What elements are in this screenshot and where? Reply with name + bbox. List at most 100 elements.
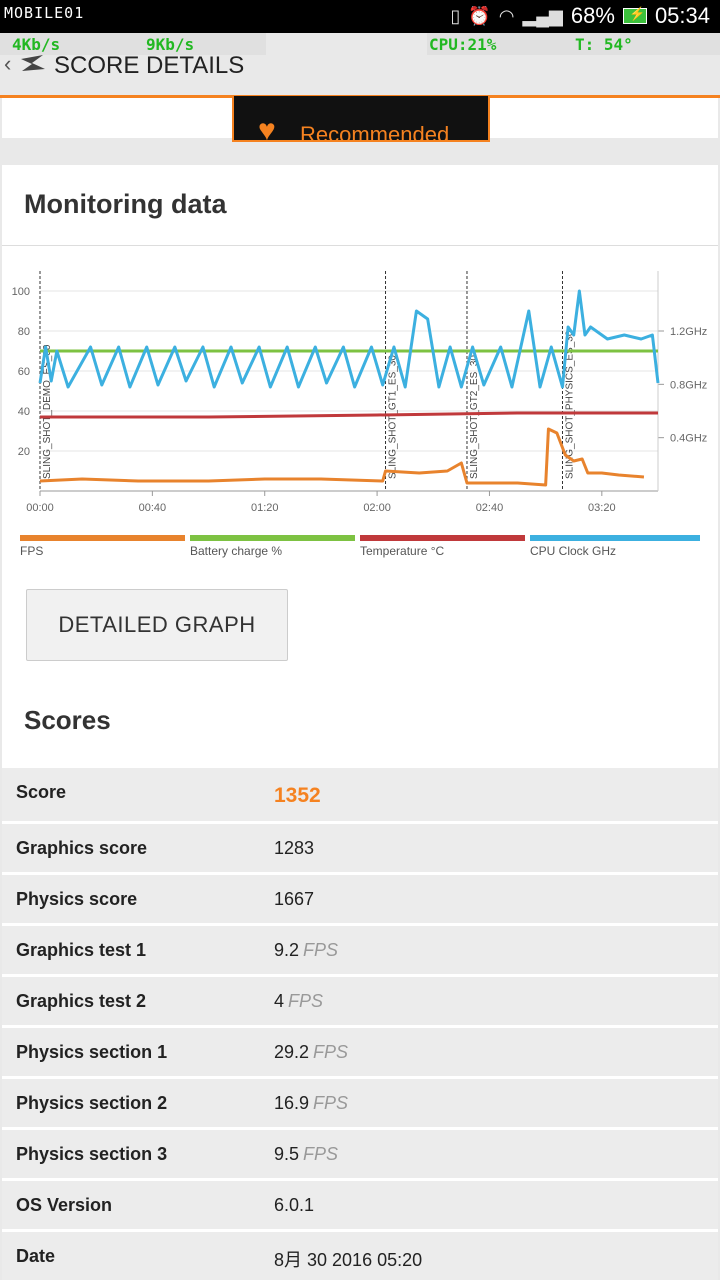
score-row: Graphics score 1283 xyxy=(2,821,718,872)
score-unit: FPS xyxy=(313,1042,349,1062)
section-label: SLING_SHOT_GT1_ES_30 xyxy=(388,355,399,479)
score-row: Graphics test 1 9.2 FPS xyxy=(2,923,718,974)
x-tick-label: 00:00 xyxy=(26,502,54,514)
score-row: Physics score 1667 xyxy=(2,872,718,923)
score-label: Graphics test 2 xyxy=(16,991,147,1011)
recommended-button[interactable]: ♥ Recommended xyxy=(232,96,490,142)
score-value-wrap: 16.9 FPS xyxy=(274,1093,348,1114)
score-value: 1283 xyxy=(274,838,315,858)
score-label: Graphics score xyxy=(16,838,148,858)
score-value: 6.0.1 xyxy=(274,1195,315,1215)
legend-item-fps: FPS xyxy=(20,535,185,558)
recommended-label: Recommended xyxy=(300,122,450,142)
legend-item-battery: Battery charge % xyxy=(190,535,355,558)
score-value: 1352 xyxy=(274,784,321,807)
score-row-total: Score 1352 xyxy=(2,765,718,821)
y-right-tick-label: 1.2GHz xyxy=(670,326,707,338)
net-down: 4Kb/s xyxy=(12,35,61,54)
section-label: SLING_SHOT_DEMO_ES_30 xyxy=(42,344,53,479)
score-value-wrap: 9.5 FPS xyxy=(274,1144,338,1165)
wifi-icon: ◠ xyxy=(498,5,515,26)
legend-item-cpu-clock: CPU Clock GHz xyxy=(530,535,700,558)
score-label: Score xyxy=(16,782,67,802)
app-logo-icon[interactable] xyxy=(18,49,48,77)
score-row: Physics section 2 16.9 FPS xyxy=(2,1076,718,1127)
legend-swatch xyxy=(20,535,185,541)
x-tick-label: 02:00 xyxy=(363,502,391,514)
app-bar: ‹ SCORE DETAILS xyxy=(0,33,720,96)
score-value-wrap: 29.2 FPS xyxy=(274,1042,348,1063)
score-unit: FPS xyxy=(303,940,339,960)
score-value: 1667 xyxy=(274,889,315,909)
score-row: Physics section 1 29.2 FPS xyxy=(2,1025,718,1076)
x-tick-label: 00:40 xyxy=(139,502,167,514)
score-value: 16.9 xyxy=(274,1093,310,1113)
score-value: 9.2 xyxy=(274,940,300,960)
score-unit: FPS xyxy=(288,991,324,1011)
series-line-fps xyxy=(39,427,645,487)
monitoring-chart[interactable]: 20 40 60 80 100 0.4GHz 0.8GHz 1.2GHz 00:00 00:40 0… xyxy=(2,265,718,565)
score-label: Date xyxy=(16,1246,56,1266)
score-label: OS Version xyxy=(16,1195,113,1215)
score-value: 9.5 xyxy=(274,1144,300,1164)
series-line-temperature-c xyxy=(40,411,658,419)
card-divider xyxy=(2,245,718,246)
battery-charging-icon xyxy=(622,6,647,24)
status-bar: MOBILE01 ▯ ⏰ ◠ ▂▄▆ 68% 05:34 xyxy=(0,0,720,33)
y-tick-label: 40 xyxy=(18,406,30,418)
heart-icon: ♥ xyxy=(258,114,276,142)
battery-percent: 68% xyxy=(570,3,615,28)
detailed-graph-button[interactable]: DETAILED GRAPH xyxy=(26,589,288,661)
status-icons: ▯ ⏰ ◠ ▂▄▆ 68% 05:34 xyxy=(450,3,710,29)
score-value: 29.2 xyxy=(274,1042,310,1062)
clock: 05:34 xyxy=(654,3,710,28)
legend-label: Battery charge % xyxy=(190,544,283,558)
monitoring-title: Monitoring data xyxy=(24,189,227,219)
x-tick-label: 01:20 xyxy=(251,502,279,514)
score-label: Physics section 1 xyxy=(16,1042,168,1062)
y-tick-label: 60 xyxy=(18,366,30,378)
score-label: Physics section 3 xyxy=(16,1144,168,1164)
score-value-wrap: 9.2 FPS xyxy=(274,940,338,961)
legend-label: FPS xyxy=(20,544,44,558)
legend-swatch xyxy=(530,535,700,541)
x-tick-label: 03:20 xyxy=(588,502,616,514)
x-tick-label: 02:40 xyxy=(476,502,504,514)
legend-label: CPU Clock GHz xyxy=(530,544,617,558)
legend-swatch xyxy=(190,535,355,541)
section-label: SLING_SHOT_GT2_ES_30 xyxy=(469,355,480,479)
alarm-icon: ⏰ xyxy=(468,5,491,26)
legend-label: Temperature °C xyxy=(360,544,445,558)
signal-icon: ▂▄▆ xyxy=(522,5,563,26)
page-title: SCORE DETAILS xyxy=(54,52,245,79)
y-tick-label: 100 xyxy=(12,286,30,298)
score-label: Physics score xyxy=(16,889,138,909)
back-icon[interactable]: ‹ xyxy=(4,51,12,76)
score-value-wrap: 4 FPS xyxy=(274,991,323,1012)
score-row: Graphics test 2 4 FPS xyxy=(2,974,718,1025)
vibrate-icon: ▯ xyxy=(450,5,461,26)
score-label: Graphics test 1 xyxy=(16,940,147,960)
watermark-brand: MOBILE01 xyxy=(4,4,85,22)
net-overlay: 4Kb/s 9Kb/s xyxy=(0,33,266,55)
monitoring-card: Monitoring data 20 40 60 80 100 0.4GHz 0.8GHz 1… xyxy=(2,165,718,1280)
score-value: 4 xyxy=(274,991,285,1011)
chart-legend: FPS Battery charge % Temperature °C CPU … xyxy=(20,535,710,565)
score-unit: FPS xyxy=(313,1093,349,1113)
score-row: OS Version 6.0.1 xyxy=(2,1178,718,1229)
score-row: Date 8月 30 2016 05:20 xyxy=(2,1229,718,1280)
y-tick-label: 80 xyxy=(18,326,30,338)
cpu-usage: CPU:21% xyxy=(429,35,497,54)
series-line-cpu-clock-ghz xyxy=(38,289,660,389)
legend-swatch xyxy=(360,535,525,541)
legend-item-temperature: Temperature °C xyxy=(360,535,525,558)
scores-title: Scores xyxy=(24,705,111,735)
score-label: Physics section 2 xyxy=(16,1093,168,1113)
net-up: 9Kb/s xyxy=(146,35,195,54)
score-row: Physics section 3 9.5 FPS xyxy=(2,1127,718,1178)
cpu-overlay: CPU:21% T: 54° xyxy=(427,33,720,55)
y-right-tick-label: 0.8GHz xyxy=(670,379,707,391)
score-table: Score 1352 Graphics score 1283 Physics s… xyxy=(2,765,718,1280)
score-unit: FPS xyxy=(303,1144,339,1164)
y-tick-label: 20 xyxy=(18,446,30,458)
